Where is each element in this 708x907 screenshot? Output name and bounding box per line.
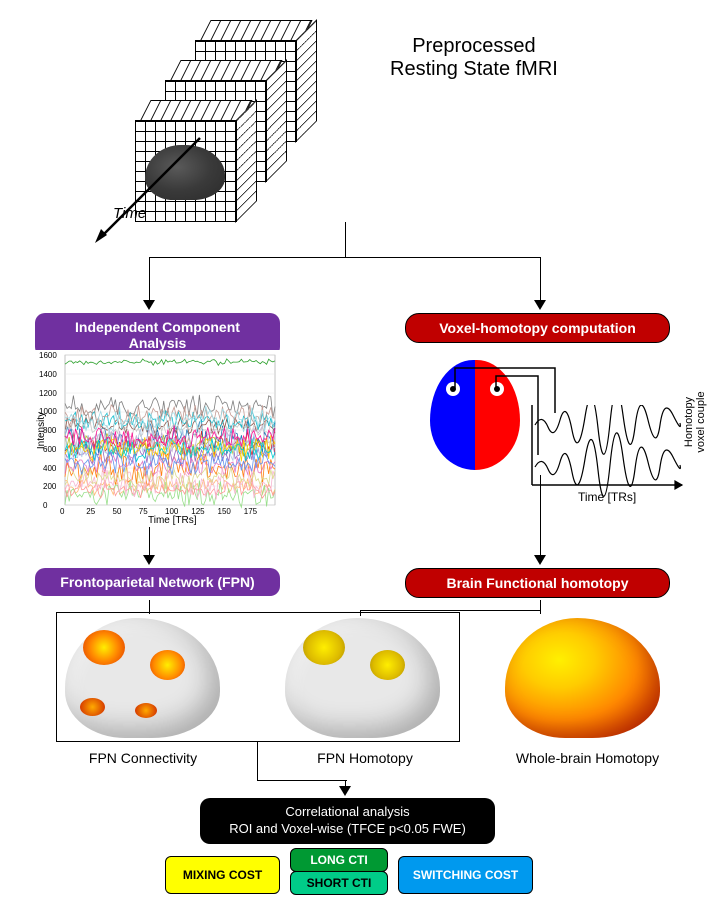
switching-cost-box: SWITCHING COST (398, 856, 533, 894)
tick-label: 0 (60, 507, 64, 516)
ica-xlabel: Time [TRs] (148, 515, 197, 526)
tick-label: 25 (86, 507, 95, 516)
connector (149, 257, 541, 258)
figure-root: Preprocessed Resting State fMRI Time (10, 10, 698, 897)
connector (360, 610, 540, 611)
caption-whole-brain: Whole-brain Homotopy (500, 750, 675, 766)
correlation-line2: ROI and Voxel-wise (TFCE p<0.05 FWE) (229, 821, 466, 836)
tick-label: 50 (113, 507, 122, 516)
cti-stack: LONG CTI SHORT CTI (290, 848, 388, 895)
activation-blob (135, 703, 157, 718)
fpn-badge: Frontoparietal Network (FPN) (35, 568, 280, 596)
mixing-cost-label: MIXING COST (183, 868, 262, 882)
tick-label: 200 (43, 482, 60, 491)
mixing-cost-box: MIXING COST (165, 856, 280, 894)
tick-label: 100 (165, 507, 178, 516)
connector (149, 600, 150, 614)
connector (345, 222, 346, 257)
long-cti-box: LONG CTI (290, 848, 388, 872)
caption-fpn-conn: FPN Connectivity (73, 750, 213, 766)
time-arrow (95, 130, 215, 250)
homotopy-ylabel: Homotopyvoxel couple (683, 377, 707, 467)
activation-blob (370, 650, 405, 680)
tick-label: 400 (43, 464, 60, 473)
connector (149, 257, 150, 302)
arrow-head-icon (143, 300, 155, 310)
correlation-line1: Correlational analysis (285, 804, 409, 819)
caption-fpn-homotopy: FPN Homotopy (295, 750, 435, 766)
short-cti-box: SHORT CTI (290, 871, 388, 895)
long-cti-label: LONG CTI (310, 853, 367, 867)
tick-label: 75 (139, 507, 148, 516)
activation-blob (83, 630, 125, 665)
connector (149, 527, 150, 557)
arrow-head-icon (534, 555, 546, 565)
tick-label: 125 (191, 507, 204, 516)
connector (540, 257, 541, 302)
tick-label: 1400 (39, 370, 60, 379)
connector (540, 600, 541, 614)
short-cti-label: SHORT CTI (307, 876, 372, 890)
tick-label: 1200 (39, 389, 60, 398)
tick-label: 175 (244, 507, 257, 516)
activation-blob (150, 650, 185, 680)
correlation-badge: Correlational analysis ROI and Voxel-wis… (200, 798, 495, 844)
connector (257, 742, 258, 780)
title-line2: Resting State fMRI (390, 58, 558, 80)
activation-blob (80, 698, 105, 716)
arrow-head-icon (534, 300, 546, 310)
activation-blob (303, 630, 345, 665)
tick-label: 0 (43, 501, 60, 510)
connector (360, 610, 361, 616)
homotopy-xlabel: Time [TRs] (578, 490, 636, 504)
title-line1: Preprocessed (412, 35, 535, 57)
ica-timeseries-chart: Time [TRs] Intensity 0255075100125150175… (35, 350, 280, 525)
time-axis-label: Time (113, 205, 146, 222)
connector (257, 780, 347, 781)
homotopy-result-badge: Brain Functional homotopy (405, 568, 670, 598)
tick-label: 600 (43, 445, 60, 454)
switching-cost-label: SWITCHING COST (413, 868, 518, 882)
tick-label: 150 (218, 507, 231, 516)
arrow-head-icon (339, 786, 351, 796)
connector (540, 475, 541, 557)
figure-title: Preprocessed Resting State fMRI (390, 35, 558, 81)
tick-label: 800 (43, 426, 60, 435)
brain-whole-homotopy (505, 618, 660, 738)
tick-label: 1000 (39, 407, 60, 416)
arrow-head-icon (143, 555, 155, 565)
homotopy-badge: Voxel-homotopy computation (405, 313, 670, 343)
tick-label: 1600 (39, 351, 60, 360)
